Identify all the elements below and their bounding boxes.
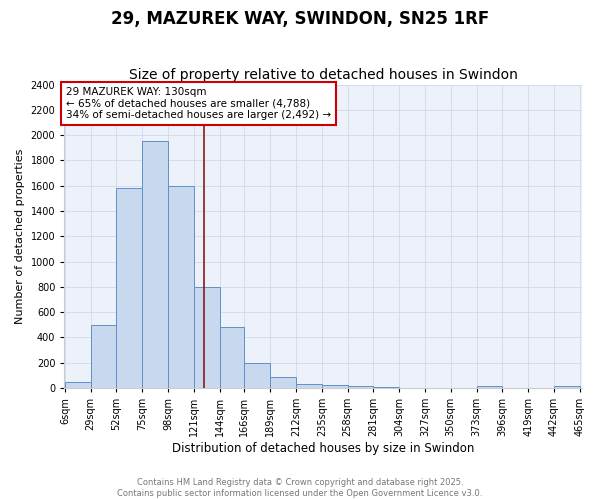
Text: 29 MAZUREK WAY: 130sqm
← 65% of detached houses are smaller (4,788)
34% of semi-: 29 MAZUREK WAY: 130sqm ← 65% of detached…	[66, 87, 331, 120]
Text: Contains HM Land Registry data © Crown copyright and database right 2025.
Contai: Contains HM Land Registry data © Crown c…	[118, 478, 482, 498]
Bar	[270, 378, 296, 388]
X-axis label: Distribution of detached houses by size in Swindon: Distribution of detached houses by size …	[172, 442, 475, 455]
Bar	[244, 363, 270, 388]
Bar	[91, 325, 116, 388]
Bar	[347, 386, 373, 388]
Bar	[65, 382, 91, 388]
Bar	[168, 186, 194, 388]
Bar	[142, 142, 168, 388]
Bar	[296, 384, 322, 388]
Bar	[220, 328, 244, 388]
Title: Size of property relative to detached houses in Swindon: Size of property relative to detached ho…	[129, 68, 518, 82]
Text: 29, MAZUREK WAY, SWINDON, SN25 1RF: 29, MAZUREK WAY, SWINDON, SN25 1RF	[111, 10, 489, 28]
Bar	[476, 386, 502, 388]
Bar	[116, 188, 142, 388]
Y-axis label: Number of detached properties: Number of detached properties	[15, 148, 25, 324]
Bar	[194, 287, 220, 388]
Bar	[554, 386, 580, 388]
Bar	[322, 385, 347, 388]
